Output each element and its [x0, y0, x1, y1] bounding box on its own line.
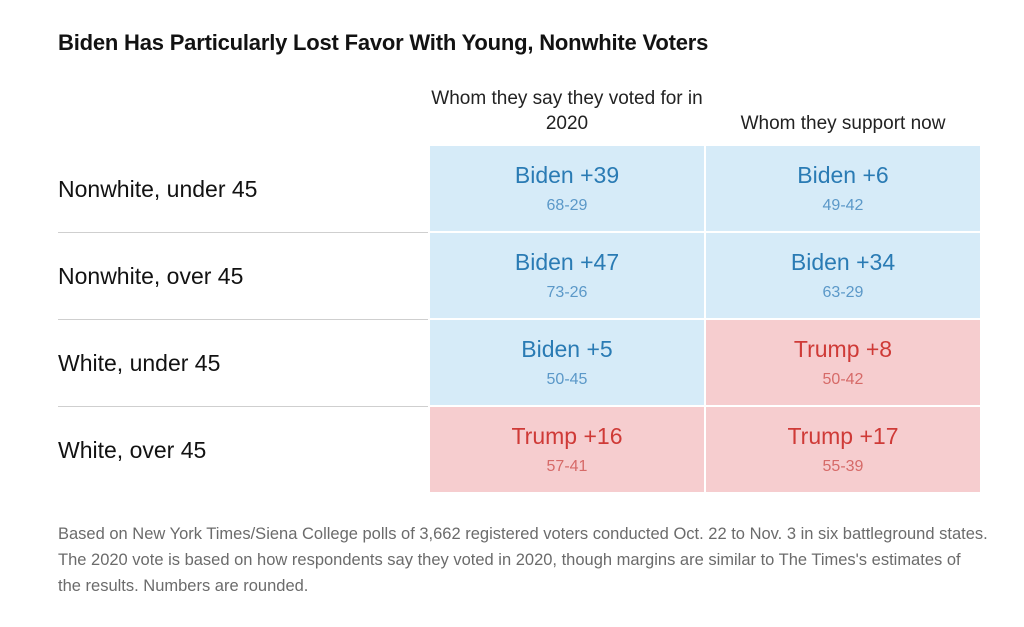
cell-margin: Biden +47 — [514, 249, 620, 275]
column-header-voted-2020: Whom they say they voted for in 2020 — [430, 86, 704, 136]
cell-split: 49-42 — [822, 197, 864, 214]
column-header-support-now-text: Whom they support now — [740, 113, 946, 134]
cell-split: 57-41 — [546, 458, 588, 475]
table-cell-trump: Trump +16 57-41 — [430, 407, 704, 492]
column-header-voted-2020-text: Whom they say they voted for in 2020 — [431, 88, 703, 134]
column-header-support-now: Whom they support now — [706, 111, 980, 136]
cell-margin: Biden +6 — [797, 162, 889, 188]
table-cell-biden: Biden +39 68-29 — [430, 146, 704, 231]
row-label: White, over 45 — [58, 437, 207, 463]
cell-split: 55-39 — [822, 458, 864, 475]
row-divider — [58, 406, 428, 407]
row-label: White, under 45 — [58, 350, 221, 376]
cell-margin: Biden +39 — [514, 162, 620, 188]
cell-split: 73-26 — [546, 284, 588, 301]
row-divider — [58, 232, 428, 233]
table-cell-biden: Biden +47 73-26 — [430, 233, 704, 318]
cell-split: 50-42 — [822, 371, 864, 388]
table-cell-biden: Biden +5 50-45 — [430, 320, 704, 405]
cell-margin: Biden +34 — [790, 249, 896, 275]
table-cell-biden: Biden +6 49-42 — [706, 146, 980, 231]
cell-margin: Trump +17 — [787, 423, 899, 449]
cell-margin: Biden +5 — [521, 336, 613, 362]
cell-split: 68-29 — [546, 197, 588, 214]
table-cell-trump: Trump +17 55-39 — [706, 407, 980, 492]
cell-margin: Trump +8 — [793, 336, 893, 362]
cell-margin: Trump +16 — [511, 423, 623, 449]
table-cell-trump: Trump +8 50-42 — [706, 320, 980, 405]
row-label: Nonwhite, over 45 — [58, 263, 244, 289]
cell-split: 50-45 — [546, 371, 588, 388]
chart-title: Biden Has Particularly Lost Favor With Y… — [58, 30, 709, 55]
table-cell-biden: Biden +34 63-29 — [706, 233, 980, 318]
row-divider — [58, 319, 428, 320]
cell-split: 63-29 — [822, 284, 864, 301]
source-note: Based on New York Times/Siena College po… — [58, 525, 988, 595]
row-label: Nonwhite, under 45 — [58, 176, 258, 202]
